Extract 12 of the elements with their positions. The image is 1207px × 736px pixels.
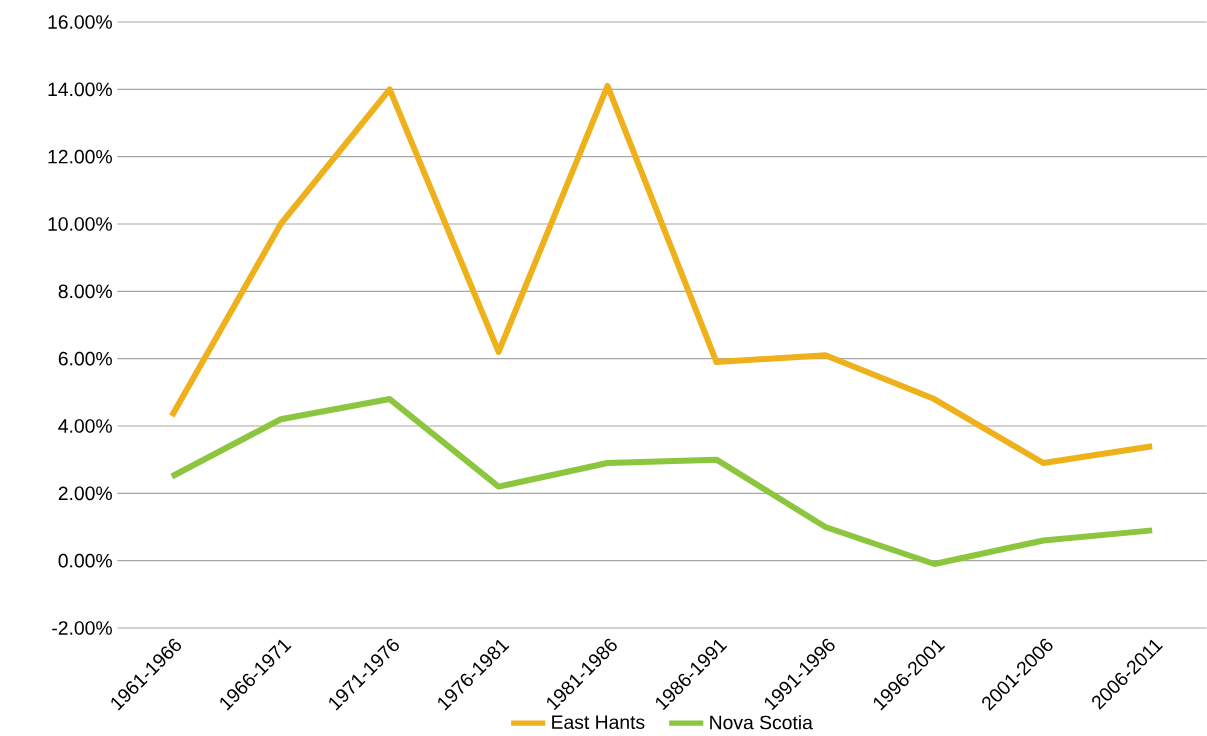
y-tick-label: 4.00%	[58, 419, 112, 433]
y-tick-label: 12.00%	[48, 149, 112, 164]
y-tick-label: -2.00%	[52, 621, 112, 635]
y-tick-label: 14.00%	[48, 82, 112, 97]
y-tick-label: 2.00%	[58, 486, 112, 501]
legend-label: East Hants	[552, 715, 645, 729]
y-tick-label: 10.00%	[48, 217, 112, 231]
y-tick-label: 0.00%	[58, 553, 112, 568]
y-tick-label: 8.00%	[58, 284, 112, 299]
y-tick-label: 6.00%	[58, 351, 112, 366]
legend-label: Nova Scotia	[710, 715, 813, 730]
y-tick-label: 16.00%	[48, 15, 112, 29]
